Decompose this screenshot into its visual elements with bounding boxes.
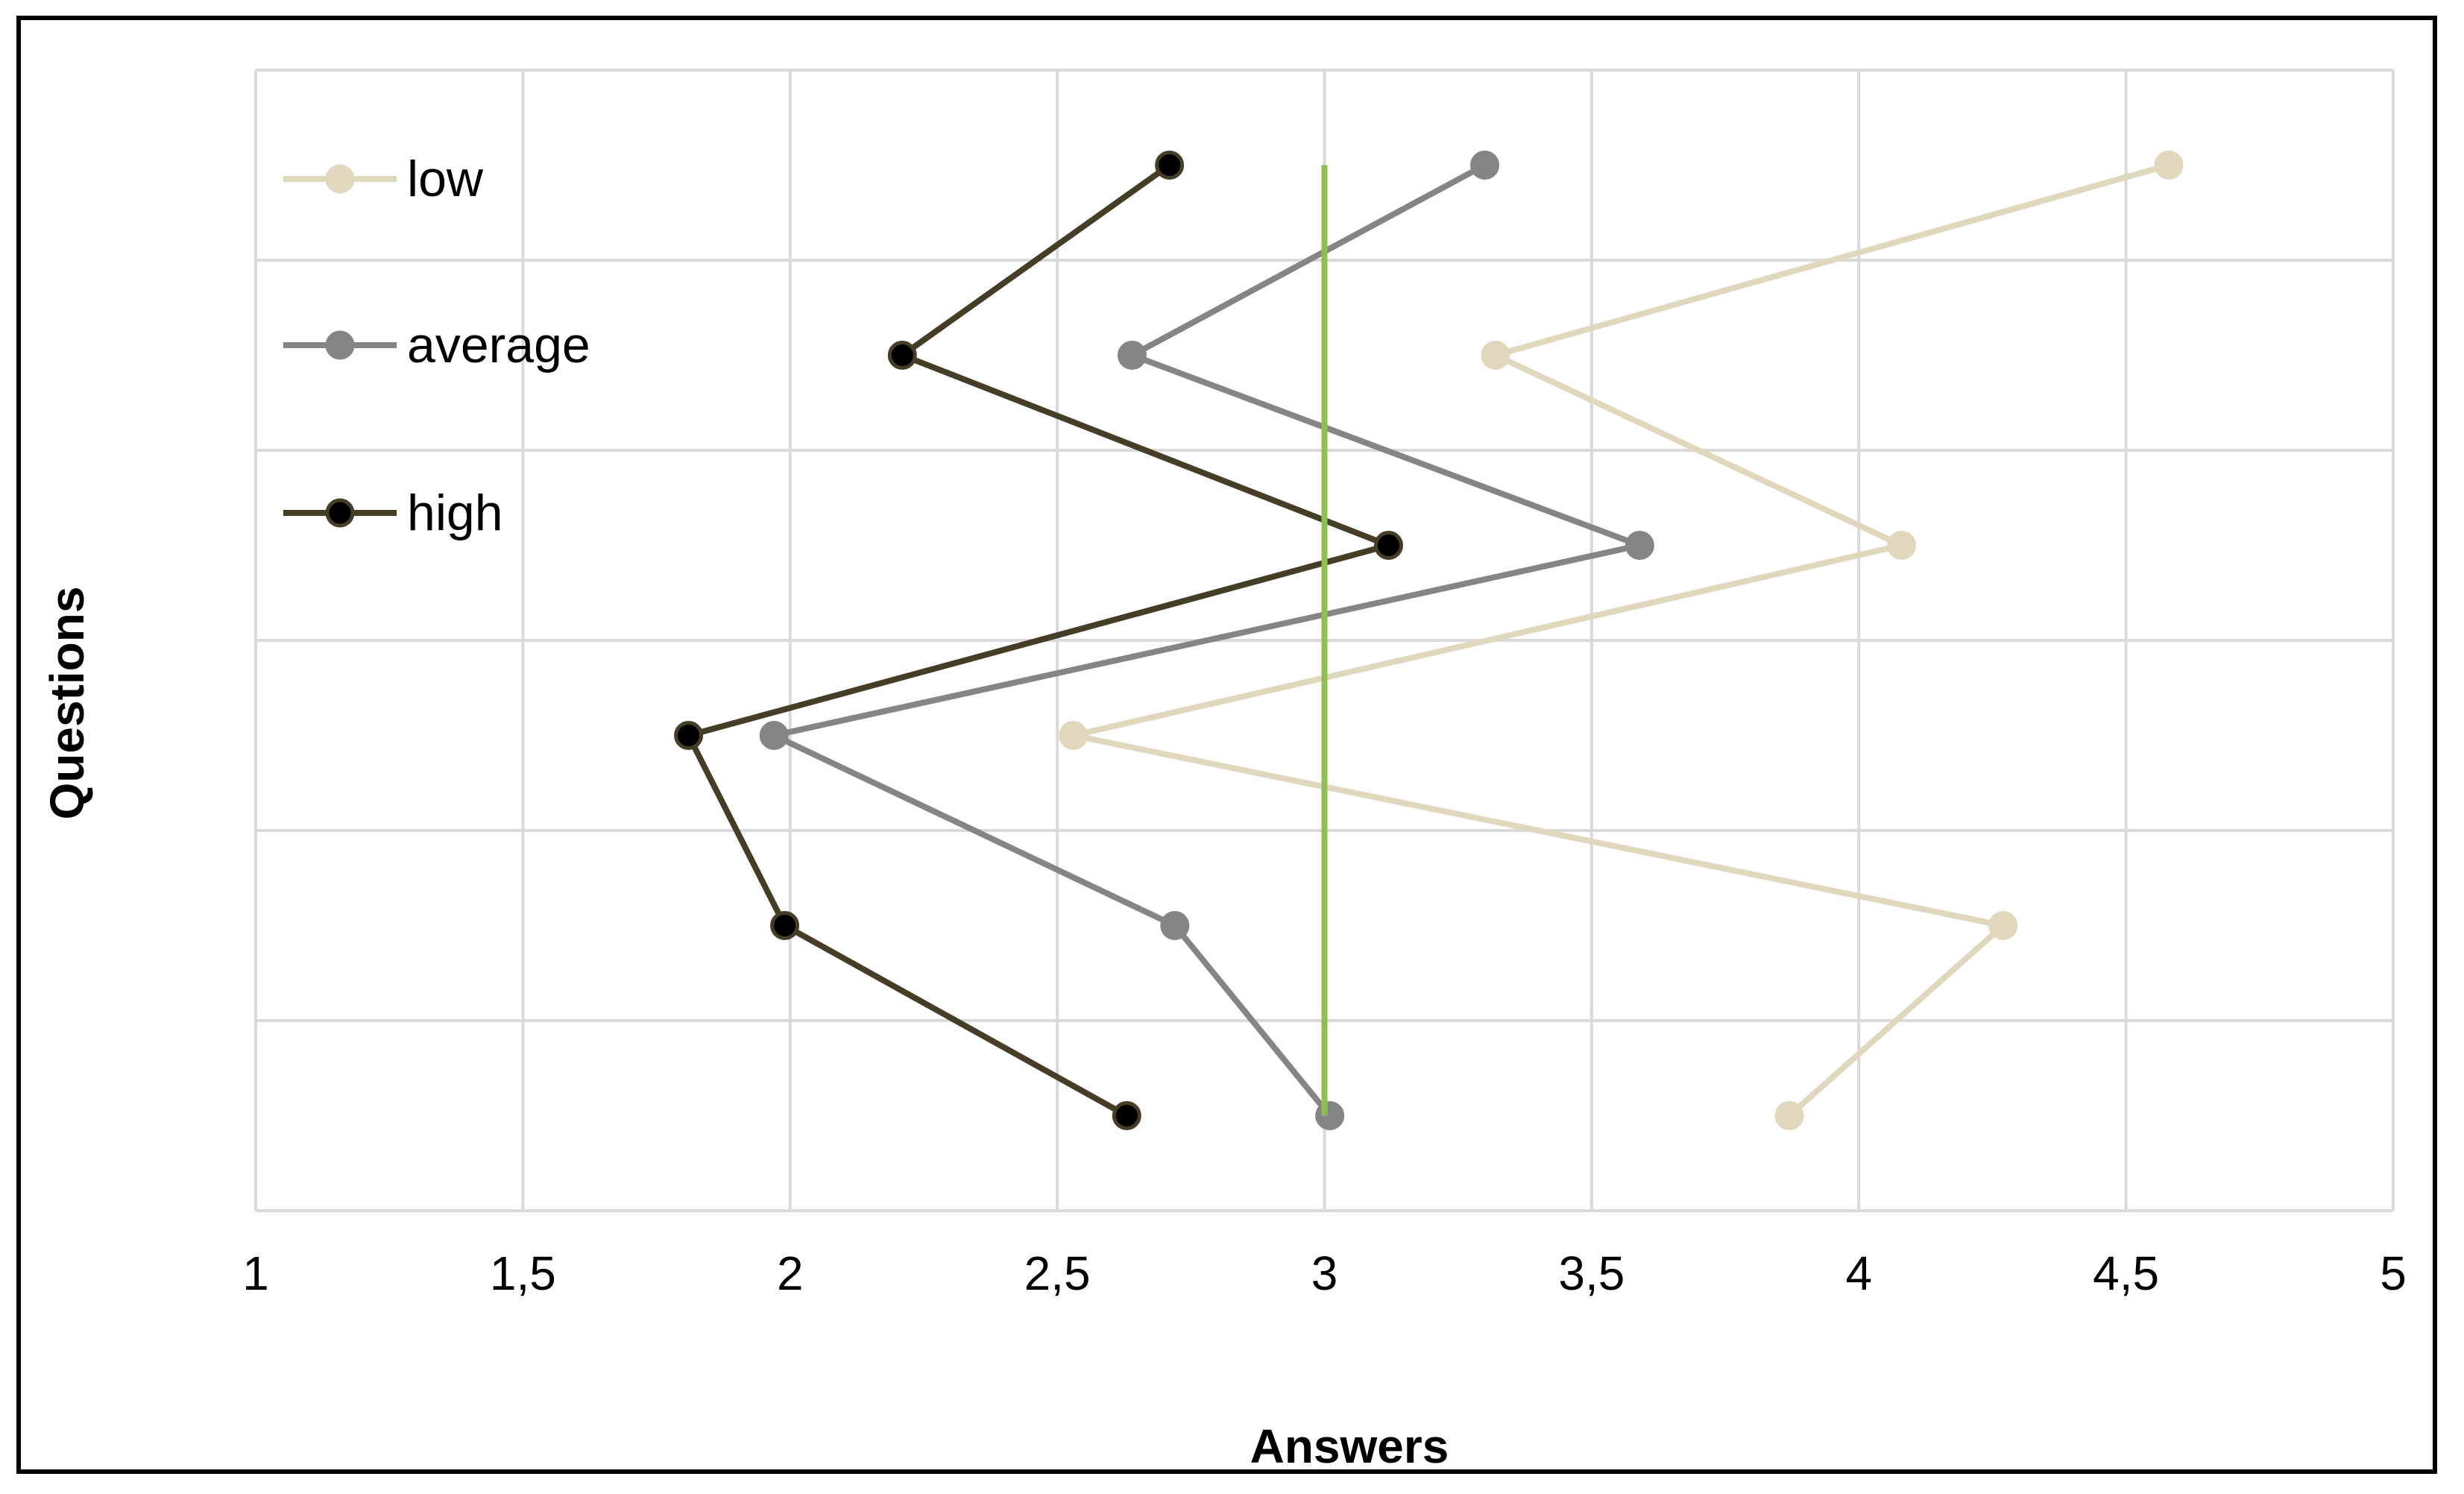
- x-tick-labels: 1 1,5 2 2,5 3 3,5 4 4,5 5: [242, 1246, 2407, 1300]
- y-axis-label: Questions: [40, 587, 94, 820]
- x-tick-label: 2: [777, 1246, 804, 1300]
- legend-item-average: average: [283, 317, 590, 374]
- legend-item-high: high: [283, 485, 503, 541]
- data-point-low: [1059, 721, 1088, 750]
- data-point-average: [1625, 531, 1654, 560]
- legend-item-low: low: [283, 151, 484, 207]
- x-axis-label: Answers: [1250, 1419, 1449, 1473]
- data-point-average: [1117, 341, 1147, 370]
- data-point-low: [2154, 151, 2184, 180]
- data-point-average: [1315, 1101, 1345, 1130]
- legend-label: average: [407, 317, 590, 374]
- legend: low average high: [283, 151, 590, 541]
- x-tick-label: 3: [1311, 1246, 1338, 1300]
- series-line-average: [771, 162, 1643, 1118]
- data-point-low: [1887, 531, 1917, 560]
- series-average: [759, 151, 1654, 1130]
- data-point-high: [674, 721, 704, 750]
- data-point-average: [1160, 911, 1190, 940]
- data-point-high: [1374, 531, 1404, 560]
- x-tick-label: 1: [242, 1246, 269, 1300]
- legend-label: high: [407, 485, 503, 541]
- legend-label: low: [407, 151, 484, 207]
- data-point-high: [1112, 1101, 1141, 1130]
- data-point-average: [759, 721, 789, 750]
- data-point-average: [1470, 151, 1500, 180]
- x-tick-label: 1,5: [490, 1246, 556, 1300]
- legend-marker: [325, 498, 355, 528]
- data-point-low: [1774, 1101, 1804, 1130]
- x-tick-label: 4: [1845, 1246, 1872, 1300]
- series-low: [1059, 151, 2184, 1130]
- data-point-low: [1481, 341, 1510, 370]
- legend-marker: [325, 330, 355, 360]
- data-point-high: [887, 341, 917, 370]
- series-layer: [674, 151, 2184, 1130]
- chart-frame: [16, 16, 2437, 1474]
- series-high: [674, 151, 1404, 1130]
- data-point-high: [770, 911, 800, 940]
- x-tick-label: 3,5: [1558, 1246, 1625, 1300]
- legend-marker: [325, 164, 355, 194]
- data-point-low: [1988, 911, 2018, 940]
- x-tick-label: 2,5: [1024, 1246, 1091, 1300]
- x-tick-label: 5: [2380, 1246, 2407, 1300]
- series-line-low: [1070, 162, 2170, 1118]
- data-point-high: [1155, 151, 1185, 180]
- x-tick-label: 4,5: [2093, 1246, 2159, 1300]
- series-line-high: [685, 163, 1392, 1118]
